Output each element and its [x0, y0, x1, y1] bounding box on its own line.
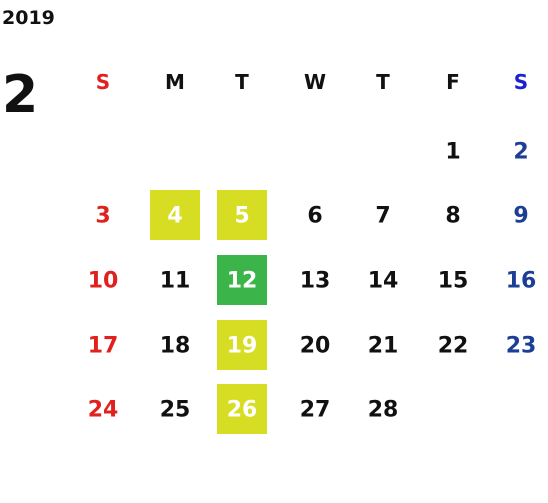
day: 24: [88, 398, 119, 423]
day: 9: [513, 204, 528, 229]
day-highlight: [217, 384, 267, 434]
day: 19: [227, 334, 258, 359]
day: 18: [160, 334, 191, 359]
day: 22: [438, 334, 469, 359]
day-highlight: [150, 190, 200, 240]
day: 11: [160, 269, 191, 294]
day: 23: [506, 334, 537, 359]
day: 3: [95, 204, 110, 229]
day: 28: [368, 398, 399, 423]
day-highlight: [217, 320, 267, 370]
weekday: S: [96, 70, 110, 94]
day: 8: [445, 204, 460, 229]
weekday: T: [235, 70, 249, 94]
day-highlight: [217, 255, 267, 305]
day: 2: [513, 140, 528, 165]
weekday: F: [446, 70, 460, 94]
day: 21: [368, 334, 399, 359]
weekday: T: [376, 70, 390, 94]
day: 17: [88, 334, 119, 359]
day: 13: [300, 269, 331, 294]
weekday: S: [514, 70, 528, 94]
weekday: W: [304, 70, 326, 94]
day: 10: [88, 269, 119, 294]
month: 2: [2, 65, 38, 125]
year: 2019: [2, 7, 55, 29]
day: 14: [368, 269, 399, 294]
day: 27: [300, 398, 331, 423]
day: 4: [167, 204, 182, 229]
day: 12: [227, 269, 258, 294]
day-highlight: [217, 190, 267, 240]
day: 1: [445, 140, 460, 165]
day: 6: [307, 204, 322, 229]
weekday: M: [165, 70, 185, 94]
day: 26: [227, 398, 258, 423]
day: 5: [234, 204, 249, 229]
day: 20: [300, 334, 331, 359]
day: 25: [160, 398, 191, 423]
day: 7: [375, 204, 390, 229]
day: 15: [438, 269, 469, 294]
day: 16: [506, 269, 537, 294]
